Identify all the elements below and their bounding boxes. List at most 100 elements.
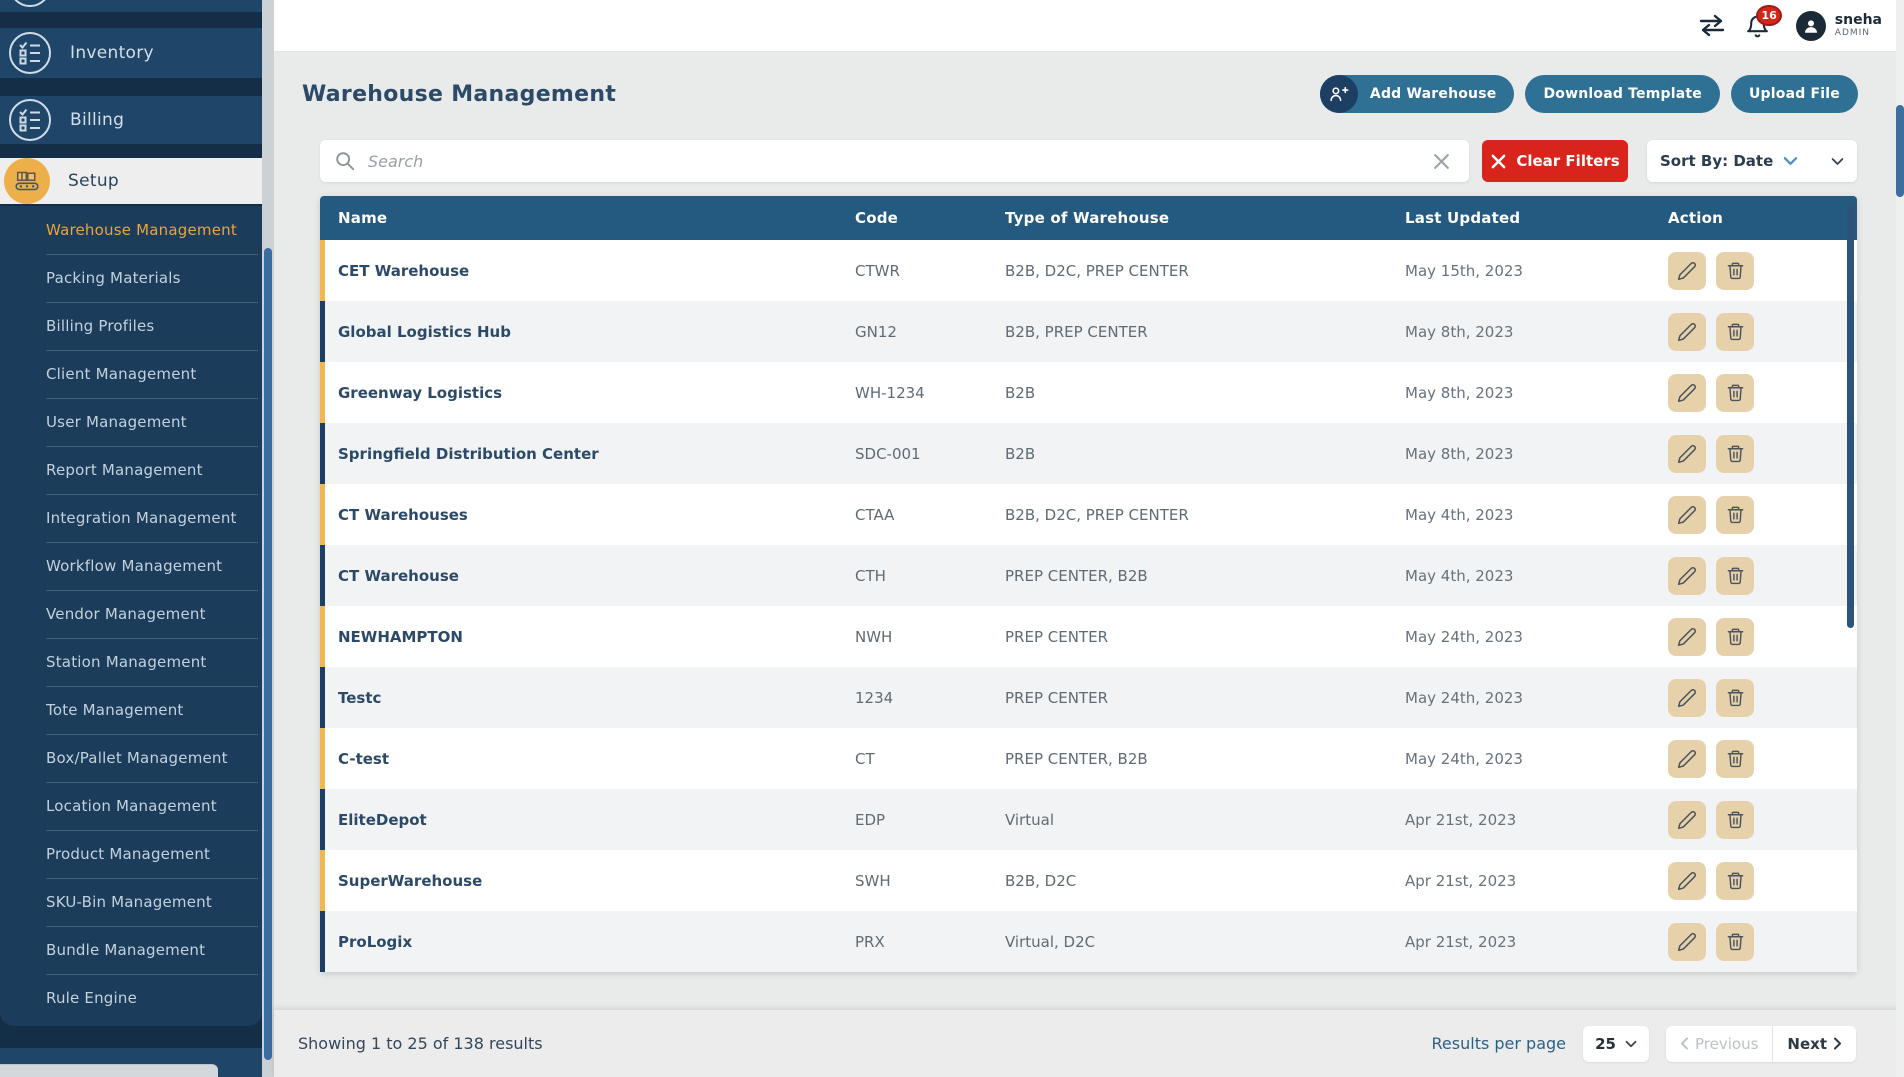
edit-button[interactable] [1668,617,1706,656]
search-box [320,140,1469,182]
page-scrollbar-thumb[interactable] [1896,105,1904,197]
warehouse-name[interactable]: ProLogix [338,932,413,951]
delete-button[interactable] [1716,312,1754,351]
delete-button[interactable] [1716,251,1754,290]
warehouse-type: Virtual, D2C [1005,932,1096,951]
warehouse-name[interactable]: Global Logistics Hub [338,322,511,341]
delete-button[interactable] [1716,861,1754,900]
edit-button[interactable] [1668,861,1706,900]
trash-icon [1727,445,1743,463]
pager-divider [1772,1025,1774,1062]
trash-icon [1727,933,1743,951]
sidebar-subitem-vendor-management[interactable]: Vendor Management [0,590,262,638]
sidebar-subitem-packing-materials[interactable]: Packing Materials [0,254,262,302]
sidebar-scrollbar-track[interactable] [262,0,274,1077]
delete-button[interactable] [1716,617,1754,656]
pagination-controls: Results per page 25 Previous Next [1432,1025,1856,1062]
warehouse-type: PREP CENTER [1005,627,1108,646]
table-header-row: Name Code Type of Warehouse Last Updated… [320,196,1857,240]
sidebar-subitem-box-pallet-management[interactable]: Box/Pallet Management [0,734,262,782]
sidebar-subitem-product-management[interactable]: Product Management [0,830,262,878]
delete-button[interactable] [1716,373,1754,412]
warehouse-name[interactable]: CT Warehouses [338,505,468,524]
sidebar: Inventory Billing [0,0,274,1077]
chevron-down-icon[interactable] [1831,157,1844,166]
warehouse-name[interactable]: Springfield Distribution Center [338,444,599,463]
delete-button[interactable] [1716,495,1754,534]
table-row: NEWHAMPTON NWH PREP CENTER May 24th, 2023 [320,606,1857,667]
edit-button[interactable] [1668,495,1706,534]
sidebar-subitem-report-management[interactable]: Report Management [0,446,262,494]
pencil-icon [1677,383,1696,402]
trash-icon [1727,262,1743,280]
warehouse-name[interactable]: CT Warehouse [338,566,459,585]
warehouse-name[interactable]: Greenway Logistics [338,383,503,402]
edit-button[interactable] [1668,373,1706,412]
row-actions [1668,800,1857,839]
warehouse-name[interactable]: Testc [338,688,382,707]
trash-icon [1727,628,1743,646]
transfer-icon[interactable] [1699,14,1725,37]
last-updated: May 24th, 2023 [1405,688,1523,707]
warehouse-name[interactable]: CET Warehouse [338,261,470,280]
warehouse-name[interactable]: NEWHAMPTON [338,627,463,646]
sidebar-subitem-integration-management[interactable]: Integration Management [0,494,262,542]
sidebar-item-billing[interactable]: Billing [0,96,262,144]
warehouse-name[interactable]: C-test [338,749,390,768]
sidebar-item-inventory[interactable]: Inventory [0,28,262,78]
table-scrollbar-thumb[interactable] [1847,204,1854,628]
edit-button[interactable] [1668,922,1706,961]
download-template-button[interactable]: Download Template [1525,75,1720,113]
delete-button[interactable] [1716,800,1754,839]
column-header-code: Code [855,209,899,227]
sidebar-subitem-client-management[interactable]: Client Management [0,350,262,398]
notifications-bell[interactable]: 16 [1745,4,1782,39]
clear-filters-button[interactable]: Clear Filters [1482,140,1628,182]
edit-button[interactable] [1668,800,1706,839]
sidebar-subitem-station-management[interactable]: Station Management [0,638,262,686]
edit-button[interactable] [1668,434,1706,473]
delete-button[interactable] [1716,678,1754,717]
sidebar-subitem-rule-engine[interactable]: Rule Engine [0,974,262,1022]
edit-button[interactable] [1668,678,1706,717]
add-warehouse-button[interactable]: Add Warehouse [1319,75,1515,113]
sidebar-subitem-warehouse-management[interactable]: Warehouse Management [46,221,237,239]
sidebar-scrollbar-thumb[interactable] [264,248,272,1060]
edit-button[interactable] [1668,556,1706,595]
sidebar-subitem-tote-management[interactable]: Tote Management [0,686,262,734]
edit-button[interactable] [1668,251,1706,290]
filter-row: Clear Filters Sort By: Date [320,140,1857,182]
sidebar-subitem-location-management[interactable]: Location Management [0,782,262,830]
user-menu[interactable]: sneha ADMIN [1795,10,1882,41]
sidebar-subitem-user-management[interactable]: User Management [0,398,262,446]
page-size-select[interactable]: 25 [1583,1025,1650,1062]
warehouse-table: Name Code Type of Warehouse Last Updated… [320,196,1857,972]
search-input[interactable] [368,151,1428,171]
delete-button[interactable] [1716,556,1754,595]
delete-button[interactable] [1716,434,1754,473]
sort-dropdown[interactable]: Sort By: Date [1647,140,1857,182]
sidebar-subitem-sku-bin-management[interactable]: SKU-Bin Management [0,878,262,926]
sidebar-item-setup[interactable]: Setup [0,158,262,204]
warehouse-name[interactable]: SuperWarehouse [338,871,483,890]
warehouse-type: B2B, D2C [1005,871,1077,890]
topbar: 16 sneha ADMIN [274,0,1904,52]
sidebar-item-partial[interactable] [0,0,262,12]
last-updated: May 8th, 2023 [1405,383,1514,402]
search-clear-button[interactable] [1428,148,1455,175]
previous-page-button[interactable]: Previous [1666,1035,1772,1053]
page-scrollbar-track[interactable] [1896,0,1904,1077]
column-header-name: Name [338,209,388,227]
edit-button[interactable] [1668,312,1706,351]
sidebar-subitem-workflow-management[interactable]: Workflow Management [0,542,262,590]
warehouse-type: PREP CENTER, B2B [1005,566,1148,585]
sidebar-subitem-bundle-management[interactable]: Bundle Management [0,926,262,974]
edit-button[interactable] [1668,739,1706,778]
sidebar-subitem-billing-profiles[interactable]: Billing Profiles [0,302,262,350]
warehouse-name[interactable]: EliteDepot [338,810,427,829]
upload-file-button[interactable]: Upload File [1730,75,1858,113]
delete-button[interactable] [1716,922,1754,961]
next-page-button[interactable]: Next [1773,1035,1856,1053]
delete-button[interactable] [1716,739,1754,778]
column-header-updated: Last Updated [1405,209,1521,227]
